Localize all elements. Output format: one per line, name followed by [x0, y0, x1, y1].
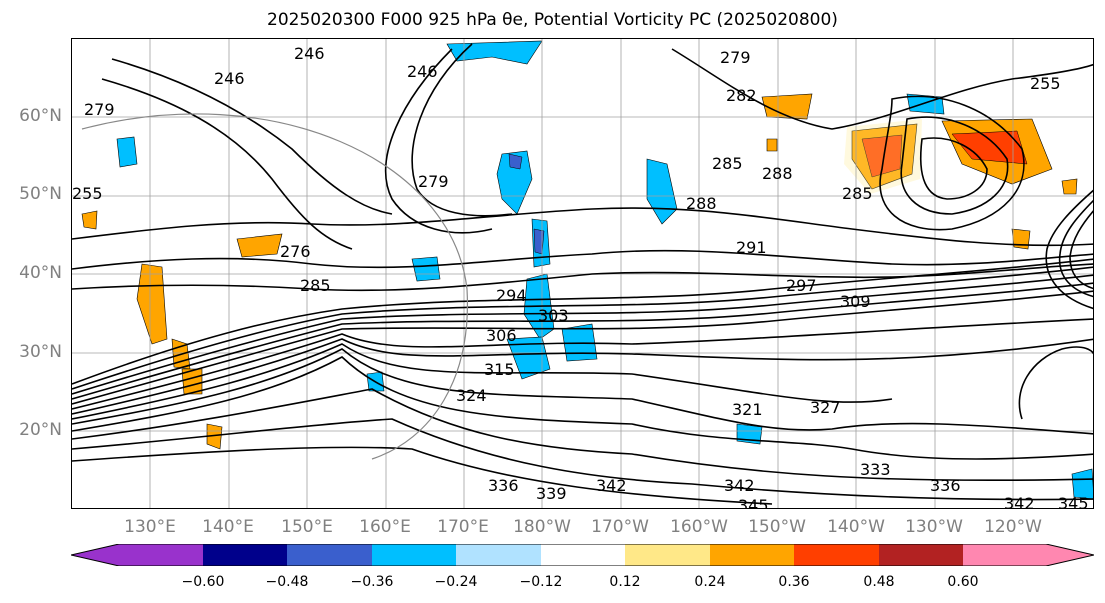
contour-labels: 246 246 279 282 255 279 276 285 294 297 … [72, 44, 1089, 509]
contour-label: 342 [1004, 494, 1035, 509]
contour-label: 333 [860, 460, 891, 479]
theta-e-contours [72, 43, 1093, 505]
colorbar-tick-label: −0.24 [434, 574, 478, 590]
lat-label-60n: 60°N [19, 106, 62, 126]
contour-label: 336 [930, 476, 961, 495]
contour-label: 327 [810, 398, 841, 417]
contour-label: 321 [732, 400, 763, 419]
colorbar-segment [794, 544, 879, 566]
contour-label: 279 [84, 100, 115, 119]
lon-label-140e: 140°E [202, 517, 254, 537]
colorbar-tick-label: 0.24 [694, 574, 726, 590]
colorbar-segment [71, 544, 203, 566]
colorbar-segment [372, 544, 456, 566]
lon-label-130e: 130°E [124, 517, 176, 537]
contour-label: 294 [496, 286, 527, 305]
lat-label-50n: 50°N [19, 184, 62, 204]
contour-label: 279 [418, 172, 449, 191]
contour-label: 324 [456, 386, 487, 405]
map-panel: 246 246 279 282 255 279 276 285 294 297 … [71, 38, 1094, 509]
colorbar-tick-label: −0.36 [350, 574, 394, 590]
contour-label: 306 [486, 326, 517, 345]
lon-label-140w: 140°W [827, 517, 885, 537]
contour-label: 285 [712, 154, 743, 173]
contour-label: 255 [72, 184, 103, 203]
colorbar-tick-label: −0.60 [181, 574, 225, 590]
lon-label-180w: 180°W [513, 517, 571, 537]
contour-label: 342 [724, 476, 755, 495]
lon-label-130w: 130°W [905, 517, 963, 537]
colorbar-tick-label: −0.12 [519, 574, 563, 590]
colorbar-tick-label: 0.12 [609, 574, 641, 590]
lon-label-160e: 160°E [359, 517, 411, 537]
colorbar-segment [710, 544, 794, 566]
contour-label: 336 [488, 476, 519, 495]
lon-label-170e: 170°E [437, 517, 489, 537]
contour-label: 246 [294, 44, 325, 63]
contour-label: 276 [280, 242, 311, 261]
colorbar-tick-label: 0.48 [863, 574, 895, 590]
lon-label-120w: 120°W [984, 517, 1042, 537]
contour-label: 282 [726, 86, 757, 105]
contour-label: 288 [762, 164, 793, 183]
colorbar-segment [287, 544, 372, 566]
lon-label-150e: 150°E [281, 517, 333, 537]
grey-arc [81, 113, 469, 460]
contour-label: 342 [596, 476, 627, 495]
contour-label: 246 [214, 69, 245, 88]
lat-label-20n: 20°N [19, 420, 62, 440]
contour-label: 345 [1058, 494, 1089, 509]
colorbar-tick-label: 0.36 [778, 574, 810, 590]
contour-label: 315 [484, 360, 515, 379]
lon-label-170w: 170°W [591, 517, 649, 537]
contour-label: 309 [840, 292, 871, 311]
colorbar-tick-label: −0.48 [265, 574, 309, 590]
lat-label-30n: 30°N [19, 342, 62, 362]
contour-label: 297 [786, 276, 817, 295]
colorbar-segment [625, 544, 710, 566]
lat-label-40n: 40°N [19, 263, 62, 283]
contour-label: 339 [536, 484, 567, 503]
lon-label-150w: 150°W [748, 517, 806, 537]
colorbar-segment [456, 544, 541, 566]
map-title: 2025020300 F000 925 hPa θe, Potential Vo… [267, 10, 838, 30]
colorbar-tick-label: 0.60 [947, 574, 979, 590]
contour-label: 291 [736, 238, 767, 257]
lon-label-160w: 160°W [670, 517, 728, 537]
colorbar-segment [541, 544, 625, 566]
contour-label: 255 [1030, 74, 1061, 93]
colorbar-segment [879, 544, 963, 566]
colorbar-segment [963, 544, 1094, 566]
colorbar-segment [203, 544, 287, 566]
contour-label: 303 [538, 306, 569, 325]
contour-label: 345 [738, 496, 769, 509]
contour-label: 279 [720, 48, 751, 67]
contour-label: 285 [842, 184, 873, 203]
colorbar [71, 544, 1094, 566]
contour-label: 246 [407, 62, 438, 81]
contour-label: 288 [686, 194, 717, 213]
contour-label: 285 [300, 276, 331, 295]
